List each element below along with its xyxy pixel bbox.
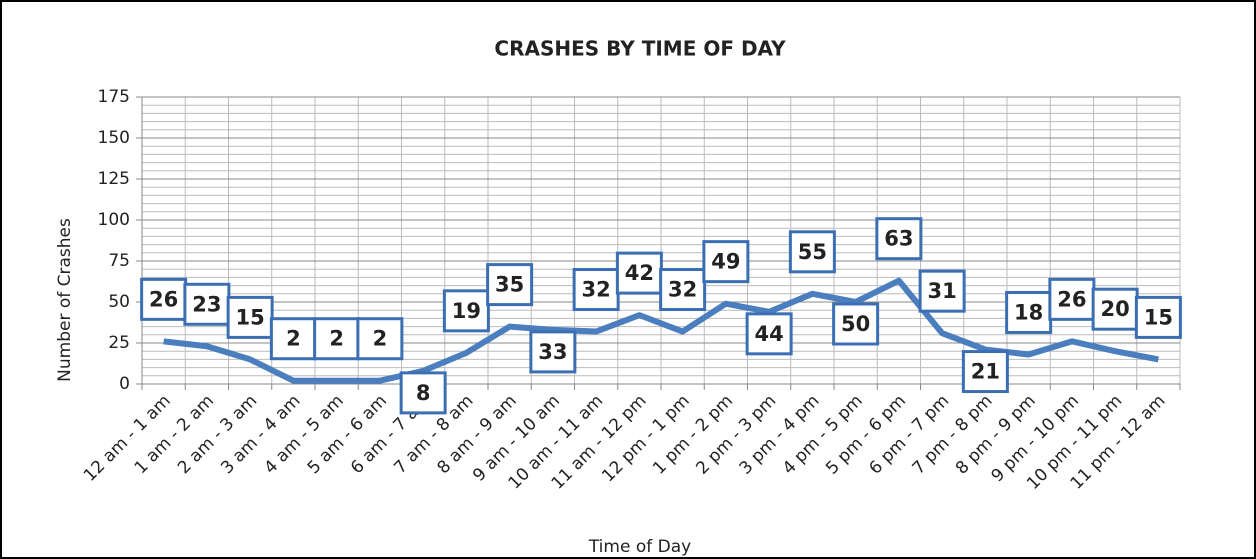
data-label: 19 — [442, 289, 490, 333]
data-label-text: 32 — [668, 278, 697, 302]
data-label-box — [832, 302, 880, 346]
data-label-text: 26 — [149, 287, 178, 311]
data-label-box — [529, 330, 577, 374]
y-tick-label: 100 — [98, 210, 130, 230]
data-label: 31 — [918, 269, 966, 313]
chart-title: CRASHES BY TIME OF DAY — [494, 37, 786, 61]
data-label-text: 21 — [971, 360, 1000, 384]
x-axis-title: Time of Day — [588, 537, 691, 557]
y-tick-label: 25 — [108, 333, 130, 353]
data-label-box — [269, 317, 317, 361]
y-tick-label: 150 — [98, 128, 130, 148]
data-label-text: 15 — [236, 305, 265, 329]
data-label: 32 — [572, 268, 620, 312]
data-label-text: 33 — [538, 340, 567, 364]
data-label-box — [140, 277, 188, 321]
data-label-text: 23 — [192, 292, 221, 316]
data-label: 63 — [875, 217, 923, 261]
data-label-box — [659, 268, 707, 312]
data-label-text: 32 — [582, 278, 611, 302]
data-label: 42 — [615, 251, 663, 295]
data-label-text: 2 — [286, 327, 301, 351]
y-tick-label: 175 — [98, 87, 130, 107]
data-label: 18 — [1005, 290, 1053, 334]
data-label-box — [399, 371, 447, 415]
data-label-box — [442, 289, 490, 333]
data-label-text: 44 — [755, 322, 784, 346]
data-label-box — [356, 317, 404, 361]
data-label-box — [788, 230, 836, 274]
data-label-text: 2 — [329, 327, 344, 351]
data-label: 26 — [140, 277, 188, 321]
data-label: 23 — [183, 282, 231, 326]
data-label-text: 63 — [884, 227, 913, 251]
data-label-box — [1091, 287, 1139, 331]
data-label-text: 35 — [495, 273, 524, 297]
data-label-text: 42 — [625, 261, 654, 285]
data-label: 8 — [399, 371, 447, 415]
data-label: 2 — [269, 317, 317, 361]
data-label-text: 8 — [416, 381, 431, 405]
data-label-box — [1005, 290, 1053, 334]
data-label: 44 — [745, 312, 793, 356]
data-label-box — [313, 317, 361, 361]
data-label-box — [745, 312, 793, 356]
data-label: 20 — [1091, 287, 1139, 331]
data-label-box — [961, 350, 1009, 394]
data-label-text: 18 — [1014, 300, 1043, 324]
data-label-box — [702, 240, 750, 284]
data-label-box — [918, 269, 966, 313]
y-tick-label: 125 — [98, 169, 130, 189]
y-axis-title: Number of Crashes — [55, 218, 75, 382]
data-label-text: 2 — [373, 327, 388, 351]
data-label: 2 — [313, 317, 361, 361]
data-label-box — [1134, 295, 1182, 339]
data-label-text: 19 — [452, 299, 481, 323]
data-label-text: 49 — [711, 250, 740, 274]
data-label-text: 26 — [1057, 287, 1086, 311]
data-label: 32 — [659, 268, 707, 312]
data-label: 49 — [702, 240, 750, 284]
y-tick-label: 75 — [108, 251, 130, 271]
data-label-box — [875, 217, 923, 261]
data-label-text: 55 — [798, 240, 827, 264]
data-label: 33 — [529, 330, 577, 374]
data-label: 15 — [1134, 295, 1182, 339]
data-label: 21 — [961, 350, 1009, 394]
data-label: 2 — [356, 317, 404, 361]
data-label-box — [486, 263, 534, 307]
y-tick-label: 0 — [119, 374, 130, 394]
data-label: 35 — [486, 263, 534, 307]
data-label-text: 50 — [841, 312, 870, 336]
data-label: 26 — [1048, 277, 1096, 321]
data-label-text: 31 — [928, 279, 957, 303]
data-label: 50 — [832, 302, 880, 346]
data-label-text: 15 — [1144, 305, 1173, 329]
data-label: 15 — [226, 295, 274, 339]
y-tick-label: 50 — [108, 292, 130, 312]
data-label: 55 — [788, 230, 836, 274]
data-label-text: 20 — [1101, 297, 1130, 321]
